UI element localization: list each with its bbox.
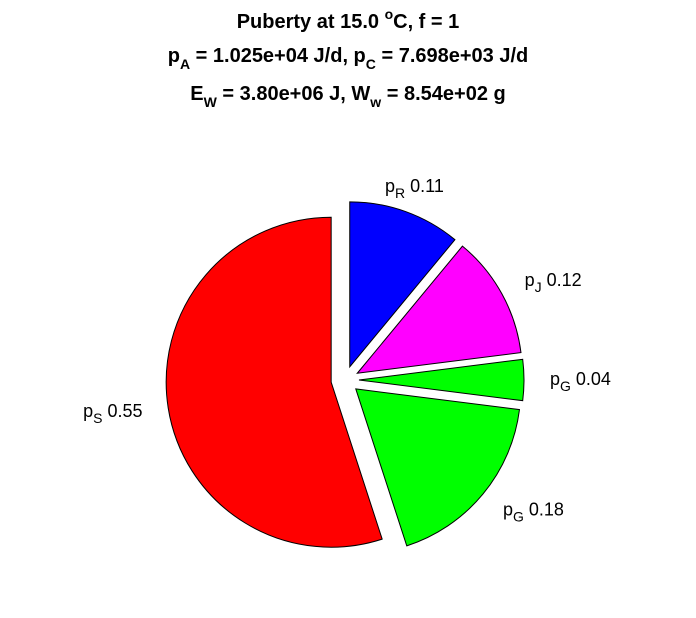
label-sub: G [513, 508, 524, 524]
label-sub: G [560, 378, 571, 394]
title-text: E [190, 83, 203, 105]
slice-label: pG 0.04 [550, 369, 611, 394]
title-text: o [385, 6, 394, 22]
title-text: = 8.54e+02 g [381, 83, 506, 105]
chart-title-line: pA = 1.025e+04 J/d, pC = 7.698e+03 J/d [168, 45, 529, 72]
title-text: Puberty at 15.0 [237, 11, 385, 33]
pie-slice [355, 388, 521, 547]
label-sub: J [535, 279, 542, 295]
pie-slice [358, 358, 525, 402]
title-text: A [180, 56, 190, 72]
title-text: w [369, 94, 381, 110]
slice-label: pS 0.55 [83, 401, 142, 426]
title-text: = 1.025e+04 J/d, p [190, 45, 366, 67]
label-name: p [503, 499, 513, 519]
title-text: = 7.698e+03 J/d [376, 45, 528, 67]
label-name: p [525, 270, 535, 290]
label-sub: S [93, 410, 102, 426]
title-text: p [168, 45, 180, 67]
slice-label: pR 0.11 [385, 176, 444, 201]
slice-label: pG 0.18 [503, 499, 564, 524]
label-value: 0.11 [410, 176, 444, 196]
title-text: C [366, 56, 376, 72]
label-name: p [550, 369, 560, 389]
chart-title-line: EW = 3.80e+06 J, Ww = 8.54e+02 g [190, 83, 505, 110]
label-value: 0.55 [107, 401, 142, 421]
title-text: W [204, 94, 218, 110]
pie-slice [349, 201, 456, 369]
pie-slice [165, 216, 383, 548]
pie-slice [356, 245, 522, 374]
title-text: = 3.80e+06 J, W [217, 83, 371, 105]
label-name: p [385, 176, 395, 196]
label-sub: R [395, 185, 405, 201]
title-text: C, f = 1 [393, 11, 459, 33]
label-value: 0.12 [547, 270, 582, 290]
slice-label: pJ 0.12 [525, 270, 582, 295]
label-value: 0.04 [576, 369, 611, 389]
label-value: 0.18 [529, 499, 564, 519]
label-name: p [83, 401, 93, 421]
chart-title-line: Puberty at 15.0 oC, f = 1 [237, 6, 460, 33]
